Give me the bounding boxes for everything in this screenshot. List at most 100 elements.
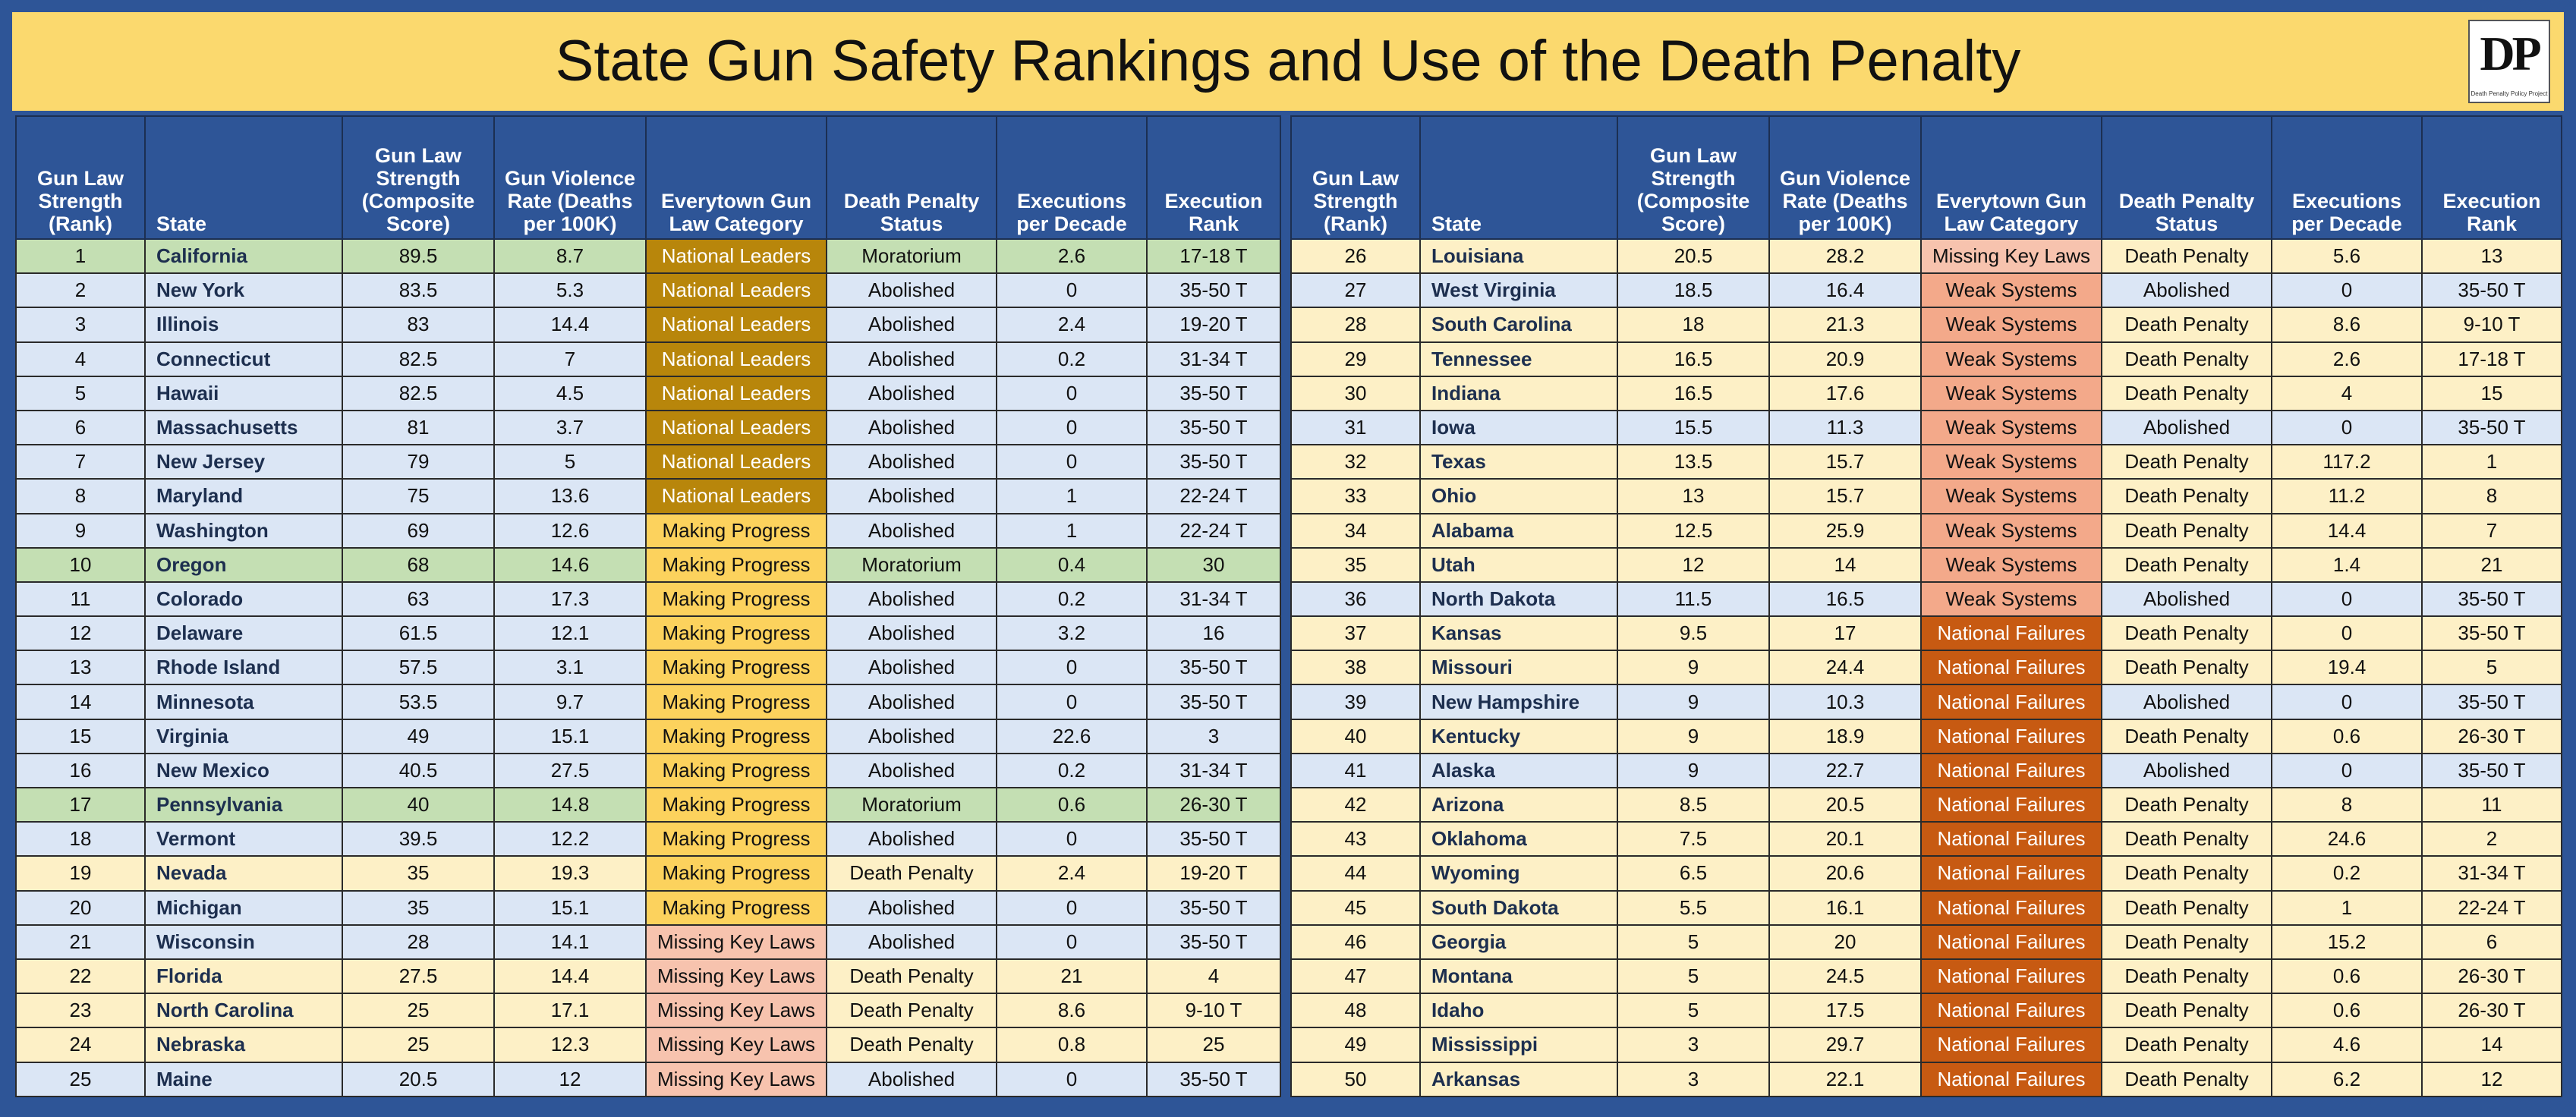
cell-state: Ohio [1419, 478, 1618, 514]
header-category: Everytown Gun Law Category [645, 115, 827, 240]
header-exec-rank: Execution Rank [1146, 115, 1281, 240]
cell-state: Delaware [144, 615, 343, 652]
cell-category: Missing Key Laws [645, 958, 827, 995]
cell-exec-rank: 9-10 T [1146, 993, 1281, 1029]
cell-score: 9 [1617, 752, 1770, 789]
cell-state: Idaho [1419, 993, 1618, 1029]
cell-score: 15.5 [1617, 409, 1770, 446]
cell-category: Missing Key Laws [645, 1027, 827, 1063]
table-row: 9 Washington 69 12.6 Making Progress Abolishe… [15, 512, 1281, 549]
cell-exec-rank: 35-50 T [1146, 889, 1281, 926]
cell-rank: 29 [1290, 341, 1421, 377]
cell-rank: 16 [15, 752, 146, 789]
page-title: State Gun Safety Rankings and Use of the… [555, 29, 2021, 93]
cell-executions: 0 [996, 923, 1148, 960]
cell-score: 3 [1617, 1027, 1770, 1063]
rankings-table-right: Gun Law Strength (Rank) State Gun Law St… [1290, 115, 2562, 1097]
header-state: State [1419, 115, 1618, 240]
cell-executions: 2.6 [996, 238, 1148, 275]
cell-state: Indiana [1419, 375, 1618, 411]
cell-category: Weak Systems [1920, 375, 2102, 411]
cell-score: 82.5 [342, 375, 495, 411]
header-status: Death Penalty Status [2101, 115, 2272, 240]
table-row: 45 South Dakota 5.5 16.1 National Failures De… [1290, 889, 2562, 926]
cell-category: National Failures [1920, 958, 2102, 995]
cell-status: Abolished [826, 444, 997, 480]
cell-state: Arizona [1419, 786, 1618, 823]
cell-score: 35 [342, 855, 495, 892]
table-row: 37 Kansas 9.5 17 National Failures Death Pena… [1290, 615, 2562, 652]
cell-status: Abolished [826, 752, 997, 789]
cell-state: Michigan [144, 889, 343, 926]
cell-score: 75 [342, 478, 495, 514]
cell-state: Pennsylvania [144, 786, 343, 823]
cell-exec-rank: 35-50 T [2421, 581, 2562, 618]
cell-category: Making Progress [645, 650, 827, 686]
cell-state: New Hampshire [1419, 684, 1618, 720]
cell-exec-rank: 31-34 T [1146, 341, 1281, 377]
cell-executions: 0.2 [996, 341, 1148, 377]
cell-executions: 0 [996, 650, 1148, 686]
table-row: 5 Hawaii 82.5 4.5 National Leaders Abolished 0… [15, 375, 1281, 411]
cell-score: 13 [1617, 478, 1770, 514]
table-body-left: 1 California 89.5 8.7 National Leaders Morato… [15, 238, 1281, 1097]
cell-executions: 0.4 [996, 546, 1148, 583]
table-row: 31 Iowa 15.5 11.3 Weak Systems Abolished 0 35-5… [1290, 409, 2562, 446]
cell-exec-rank: 35-50 T [1146, 272, 1281, 309]
cell-rank: 46 [1290, 923, 1421, 960]
table-row: 13 Rhode Island 57.5 3.1 Making Progress Abol… [15, 650, 1281, 686]
cell-status: Death Penalty [2101, 855, 2272, 892]
cell-violence: 20.1 [1768, 821, 1922, 857]
cell-violence: 12 [493, 1061, 647, 1097]
cell-category: National Failures [1920, 923, 2102, 960]
cell-score: 5 [1617, 923, 1770, 960]
cell-executions: 0 [996, 409, 1148, 446]
cell-executions: 0 [2271, 752, 2423, 789]
cell-state: North Dakota [1419, 581, 1618, 618]
cell-exec-rank: 15 [2421, 375, 2562, 411]
cell-state: Montana [1419, 958, 1618, 995]
cell-state: Maryland [144, 478, 343, 514]
cell-exec-rank: 3 [1146, 718, 1281, 754]
header-score: Gun Law Strength (Composite Score) [1617, 115, 1770, 240]
table-row: 19 Nevada 35 19.3 Making Progress Death Penal… [15, 855, 1281, 892]
cell-rank: 2 [15, 272, 146, 309]
table-row: 32 Texas 13.5 15.7 Weak Systems Death Penalty… [1290, 444, 2562, 480]
table-row: 27 West Virginia 18.5 16.4 Weak Systems Aboli… [1290, 272, 2562, 309]
cell-category: National Failures [1920, 821, 2102, 857]
cell-category: Making Progress [645, 718, 827, 754]
cell-executions: 0.6 [2271, 993, 2423, 1029]
cell-rank: 3 [15, 307, 146, 343]
cell-violence: 16.1 [1768, 889, 1922, 926]
cell-exec-rank: 35-50 T [1146, 821, 1281, 857]
cell-exec-rank: 31-34 T [1146, 581, 1281, 618]
cell-state: Kentucky [1419, 718, 1618, 754]
cell-rank: 22 [15, 958, 146, 995]
cell-status: Abolished [2101, 272, 2272, 309]
cell-category: National Failures [1920, 615, 2102, 652]
cell-score: 82.5 [342, 341, 495, 377]
cell-executions: 3.2 [996, 615, 1148, 652]
cell-state: Washington [144, 512, 343, 549]
cell-category: National Leaders [645, 307, 827, 343]
cell-score: 11.5 [1617, 581, 1770, 618]
cell-executions: 8.6 [2271, 307, 2423, 343]
table-row: 25 Maine 20.5 12 Missing Key Laws Abolished 0 3… [15, 1061, 1281, 1097]
cell-executions: 1 [996, 478, 1148, 514]
cell-executions: 0.2 [2271, 855, 2423, 892]
cell-exec-rank: 35-50 T [1146, 684, 1281, 720]
table-row: 41 Alaska 9 22.7 National Failures Abolished 0… [1290, 752, 2562, 789]
table-row: 16 New Mexico 40.5 27.5 Making Progress Aboli… [15, 752, 1281, 789]
cell-category: Missing Key Laws [645, 923, 827, 960]
table-row: 30 Indiana 16.5 17.6 Weak Systems Death Penal… [1290, 375, 2562, 411]
cell-executions: 4.6 [2271, 1027, 2423, 1063]
cell-executions: 0 [996, 1061, 1148, 1097]
cell-violence: 8.7 [493, 238, 647, 275]
cell-violence: 19.3 [493, 855, 647, 892]
cell-executions: 1 [996, 512, 1148, 549]
cell-status: Death Penalty [2101, 718, 2272, 754]
cell-exec-rank: 1 [2421, 444, 2562, 480]
cell-status: Abolished [826, 512, 997, 549]
cell-score: 79 [342, 444, 495, 480]
cell-executions: 8.6 [996, 993, 1148, 1029]
